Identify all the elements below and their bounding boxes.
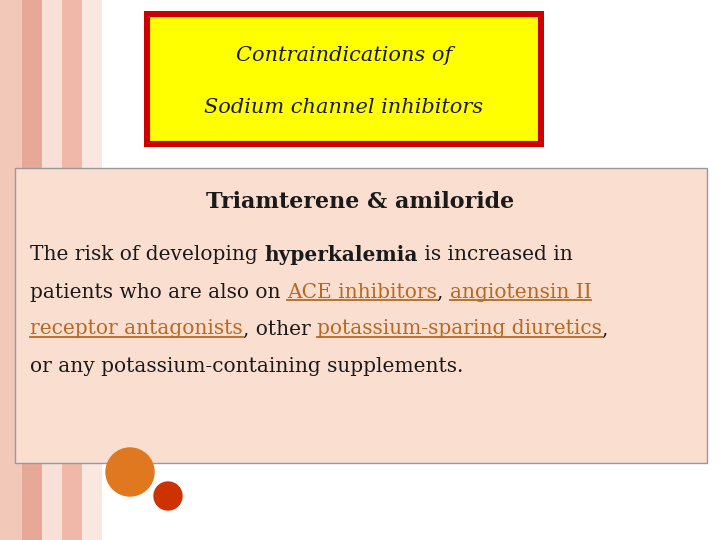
Text: angiotensin II: angiotensin II — [449, 282, 591, 301]
Text: , other: , other — [243, 320, 317, 339]
Bar — [22, 0, 42, 540]
Text: The risk of developing: The risk of developing — [30, 246, 264, 265]
Bar — [62, 0, 82, 540]
Text: is increased in: is increased in — [418, 246, 572, 265]
FancyBboxPatch shape — [144, 11, 544, 147]
Text: Sodium channel inhibitors: Sodium channel inhibitors — [204, 98, 484, 117]
Text: ACE inhibitors: ACE inhibitors — [287, 282, 437, 301]
Circle shape — [154, 482, 182, 510]
Text: potassium-sparing diuretics: potassium-sparing diuretics — [317, 320, 602, 339]
Bar — [42, 0, 62, 540]
Text: receptor antagonists: receptor antagonists — [30, 320, 243, 339]
Circle shape — [106, 448, 154, 496]
Text: ,: , — [437, 282, 449, 301]
FancyBboxPatch shape — [15, 168, 707, 463]
Text: or any potassium-containing supplements.: or any potassium-containing supplements. — [30, 356, 464, 375]
Bar — [82, 0, 102, 540]
Text: patients who are also on: patients who are also on — [30, 282, 287, 301]
Text: Contraindications of: Contraindications of — [236, 46, 452, 65]
FancyBboxPatch shape — [148, 15, 540, 143]
Text: hyperkalemia: hyperkalemia — [264, 245, 418, 265]
Bar — [0, 0, 22, 540]
Text: Triamterene & amiloride: Triamterene & amiloride — [206, 191, 514, 213]
Bar — [102, 0, 720, 540]
Bar — [102, 0, 720, 540]
Text: ,: , — [602, 320, 608, 339]
